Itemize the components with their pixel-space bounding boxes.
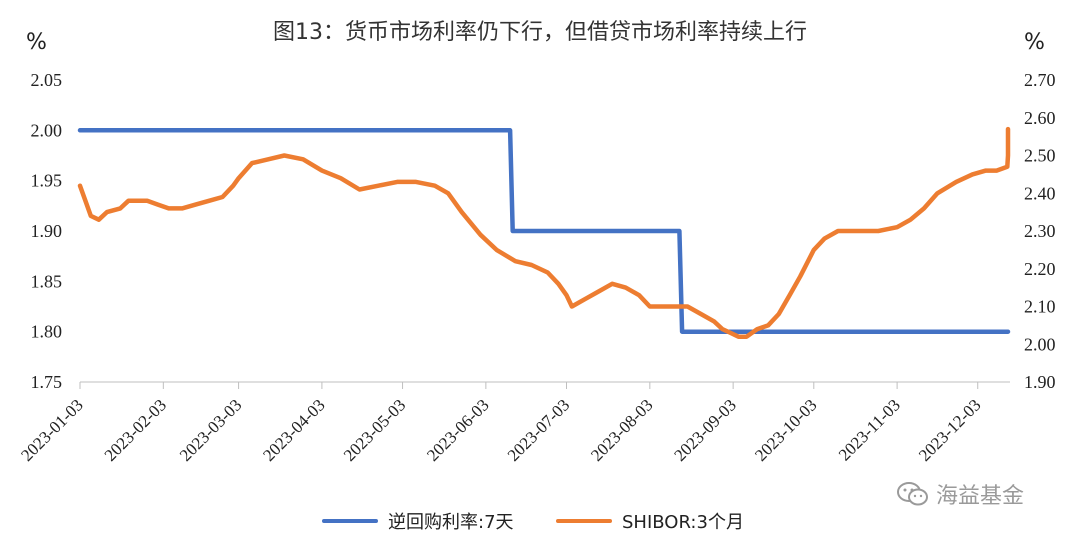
x-axis-tick-label: 2023-06-03 [423,395,493,465]
legend-item-shibor: SHIBOR:3个月 [556,508,744,534]
right-axis-tick-label: 2.20 [1024,259,1056,279]
series-line-reverse-repo [77,128,1011,334]
x-axis-tick-label: 2023-08-03 [587,395,657,465]
x-axis-tick-label: 2023-01-03 [17,395,87,465]
right-axis-tick-label: 2.30 [1024,221,1056,241]
series-line-shibor [77,126,1011,339]
left-axis-tick-label: 1.90 [31,221,63,241]
x-axis-tick-label: 2023-10-03 [751,395,821,465]
right-axis-tick-label: 2.10 [1024,297,1056,317]
x-axis-tick-label: 2023-02-03 [101,395,171,465]
legend-swatch-reverse-repo [322,519,378,523]
left-axis-unit: % [26,30,47,55]
right-axis-tick-label: 2.40 [1024,183,1056,203]
right-axis-tick-label: 2.60 [1024,108,1056,128]
x-axis-tick-label: 2023-09-03 [670,395,740,465]
right-axis-tick-label: 2.70 [1024,70,1056,90]
left-axis-tick-label: 2.05 [31,70,63,90]
chart-title: 图13：货币市场利率仍下行，但借贷市场利率持续上行 [273,20,807,45]
right-axis-unit: % [1024,30,1045,55]
left-axis-tick-label: 1.80 [31,322,63,342]
wechat-icon [896,481,930,507]
watermark-text: 海益基金 [936,484,1025,509]
x-axis-tick-label: 2023-05-03 [340,395,410,465]
left-axis-tick-label: 1.95 [31,171,63,191]
x-axis-tick-label: 2023-03-03 [176,395,246,465]
x-axis-tick-label: 2023-11-03 [835,395,904,464]
legend-swatch-shibor [556,519,612,523]
watermark: 海益基金 [896,478,1024,510]
right-axis-tick-label: 1.90 [1024,372,1056,392]
left-axis-tick-label: 1.85 [31,271,63,291]
legend-label-shibor: SHIBOR:3个月 [622,512,744,533]
x-axis-tick-label: 2023-12-03 [915,395,985,465]
legend: 逆回购利率:7天 SHIBOR:3个月 [0,508,1080,534]
left-axis-tick-label: 2.00 [31,120,63,140]
right-axis-tick-label: 2.00 [1024,334,1056,354]
x-axis-tick-label: 2023-04-03 [259,395,329,465]
right-axis-tick-label: 2.50 [1024,146,1056,166]
legend-label-reverse-repo: 逆回购利率:7天 [388,512,514,533]
legend-item-reverse-repo: 逆回购利率:7天 [322,508,514,534]
left-axis-tick-label: 1.75 [31,372,63,392]
x-axis-tick-label: 2023-07-03 [504,395,574,465]
